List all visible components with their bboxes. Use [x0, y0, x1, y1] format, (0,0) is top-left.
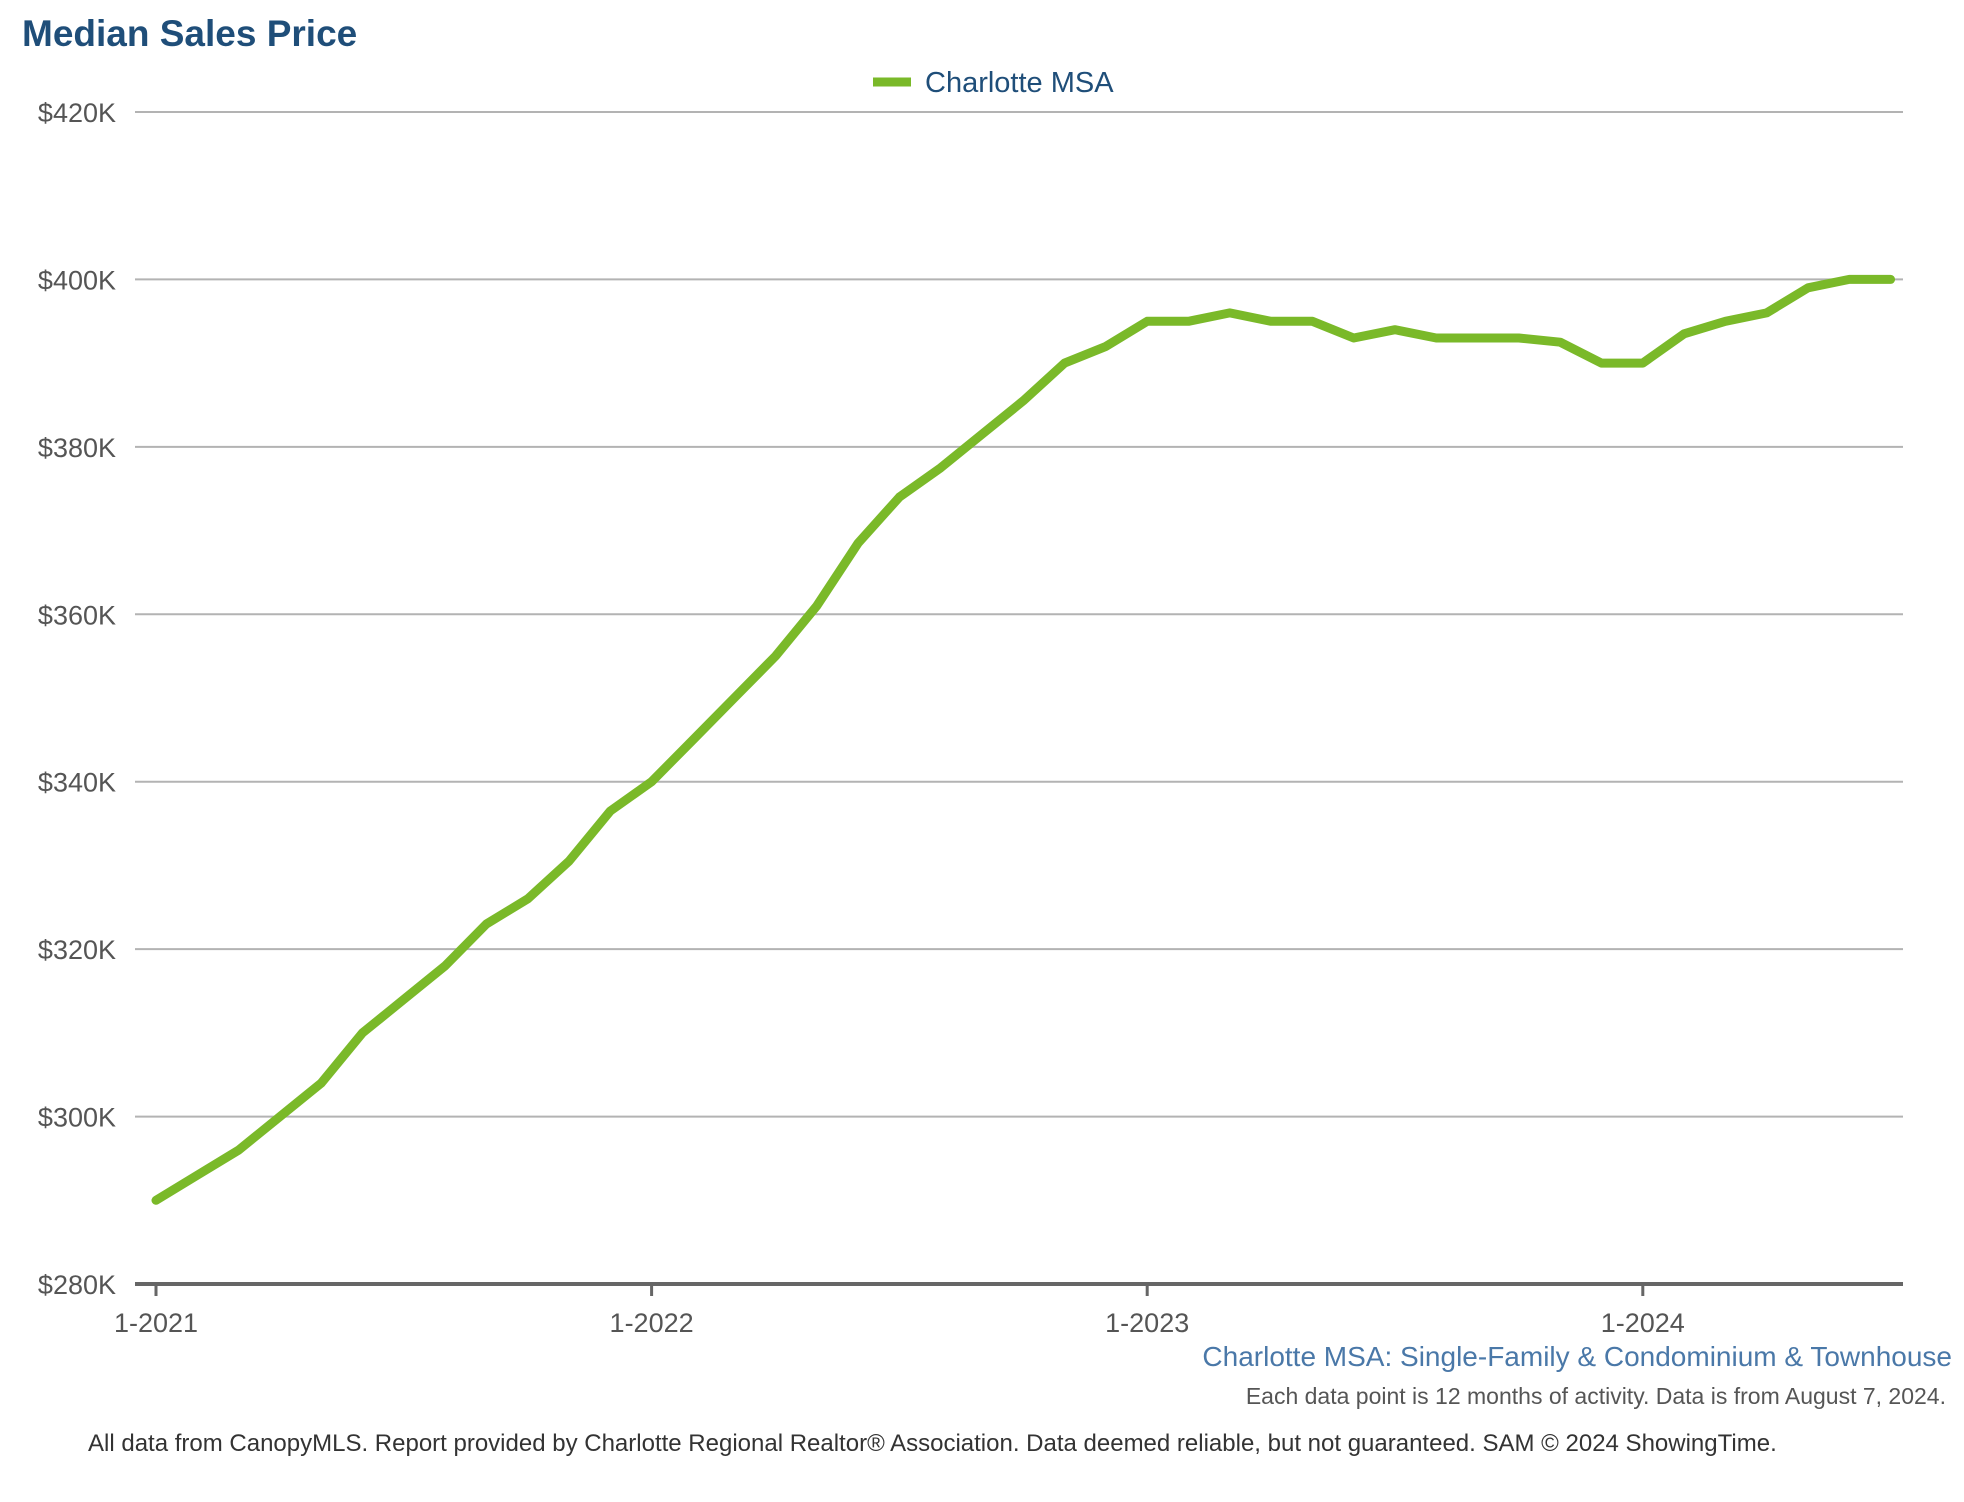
data-note: Each data point is 12 months of activity…: [1246, 1383, 1946, 1409]
legend-label-charlotte-msa: Charlotte MSA: [925, 67, 1114, 99]
chart-title: Median Sales Price: [22, 13, 357, 54]
footer-disclaimer: All data from CanopyMLS. Report provided…: [88, 1430, 1777, 1457]
y-tick-label: $300K: [38, 1103, 116, 1133]
x-axis: 1-2021 1-2022 1-2023 1-2024: [114, 1282, 1903, 1338]
x-tick-label: 1-2023: [1105, 1308, 1189, 1338]
y-tick-label: $320K: [38, 935, 116, 965]
x-tick-label: 1-2024: [1601, 1308, 1685, 1338]
x-tick-label: 1-2022: [610, 1308, 694, 1338]
y-tick-label: $380K: [38, 433, 116, 463]
legend: Charlotte MSA: [873, 67, 1114, 99]
series-line-charlotte-msa: [151, 274, 1896, 1205]
y-tick-label: $360K: [38, 600, 116, 630]
x-tick-label: 1-2021: [114, 1308, 198, 1338]
y-tick-label: $400K: [38, 265, 116, 295]
y-axis-tick-labels: $280K $300K $320K $340K $360K $380K $400K $420K: [38, 98, 116, 1300]
y-tick-label: $420K: [38, 98, 116, 128]
chart-subtitle: Charlotte MSA: Single-Family & Condomini…: [1202, 1341, 1952, 1372]
gridlines: [135, 111, 1903, 1118]
series-charlotte-msa: [151, 274, 1896, 1205]
y-tick-label: $280K: [38, 1270, 116, 1300]
y-tick-label: $340K: [38, 768, 116, 798]
